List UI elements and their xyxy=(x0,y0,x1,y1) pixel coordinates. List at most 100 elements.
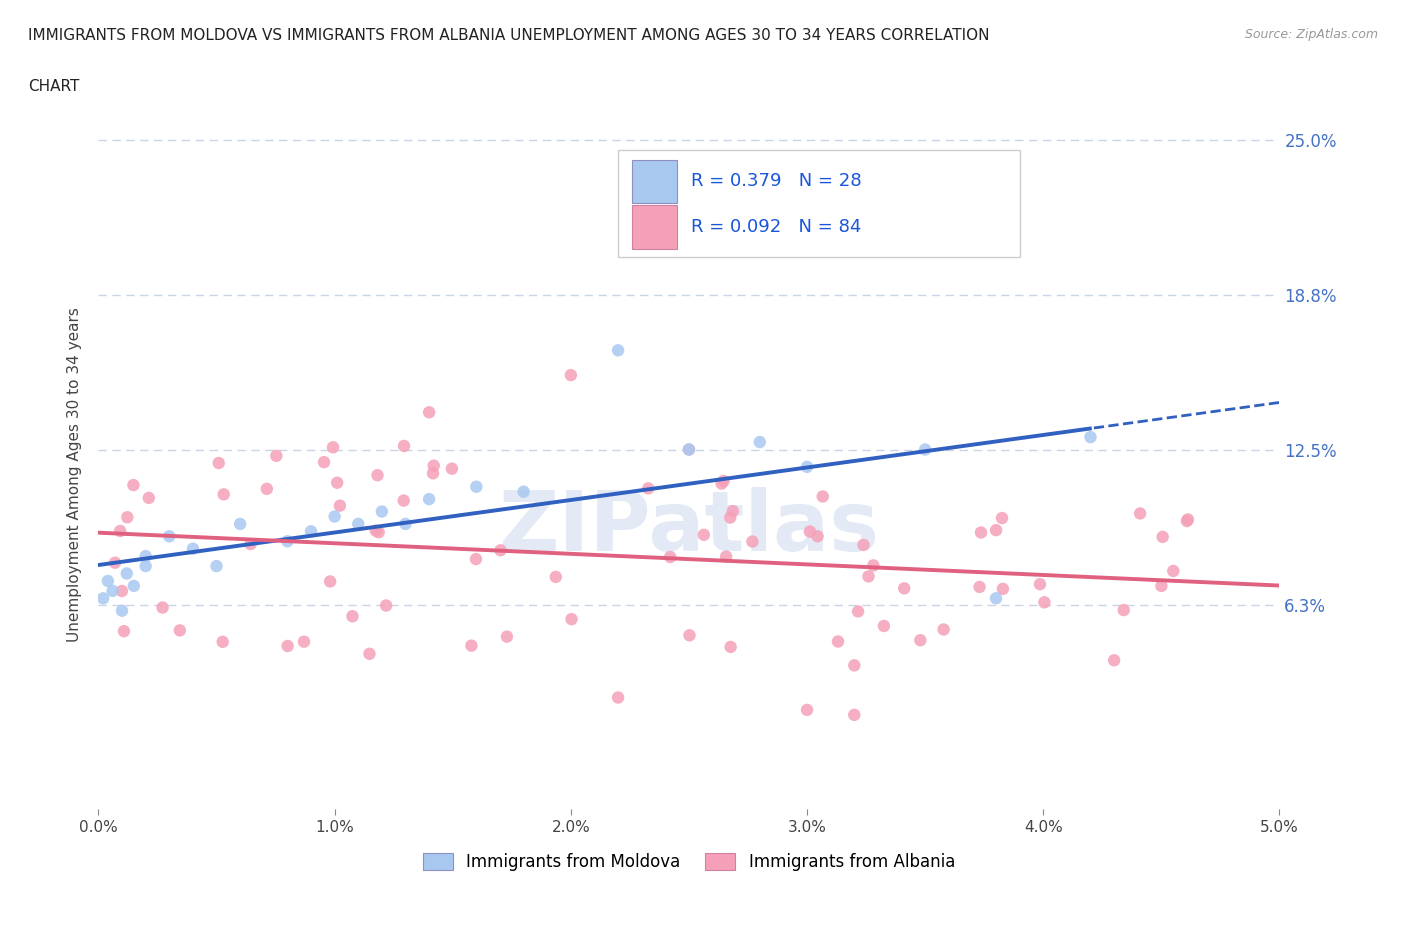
Point xyxy=(678,442,700,457)
Y-axis label: Unemployment Among Ages 30 to 34 years: Unemployment Among Ages 30 to 34 years xyxy=(67,307,83,642)
Point xyxy=(440,461,463,476)
Point xyxy=(970,525,993,540)
Point xyxy=(748,434,770,449)
Text: Source: ZipAtlas.com: Source: ZipAtlas.com xyxy=(1244,28,1378,41)
Point xyxy=(1150,578,1173,593)
Point xyxy=(342,609,364,624)
Point xyxy=(932,622,955,637)
Point xyxy=(846,604,869,618)
Point xyxy=(721,504,744,519)
Point xyxy=(122,478,145,493)
Point xyxy=(811,489,834,504)
Point xyxy=(714,549,737,564)
Point xyxy=(277,639,299,654)
Point xyxy=(208,456,231,471)
Point xyxy=(827,634,849,649)
Point xyxy=(122,578,145,593)
Point xyxy=(873,618,896,633)
Point xyxy=(135,549,157,564)
Point xyxy=(115,566,138,581)
Text: R = 0.092   N = 84: R = 0.092 N = 84 xyxy=(692,218,862,236)
Point xyxy=(969,579,991,594)
Point xyxy=(544,569,567,584)
Point xyxy=(1112,603,1135,618)
Point xyxy=(169,623,191,638)
Point xyxy=(394,516,416,531)
Point xyxy=(418,405,440,419)
Point xyxy=(862,558,884,573)
Point xyxy=(364,524,387,538)
Point xyxy=(319,574,342,589)
Point xyxy=(329,498,352,513)
Point xyxy=(607,343,630,358)
Point xyxy=(991,581,1014,596)
Point xyxy=(489,543,512,558)
Point xyxy=(108,524,131,538)
Point xyxy=(422,466,444,481)
Point xyxy=(347,516,370,531)
Point xyxy=(1161,564,1184,578)
Point xyxy=(796,702,818,717)
Point xyxy=(991,511,1014,525)
Text: R = 0.379   N = 28: R = 0.379 N = 28 xyxy=(692,172,862,191)
Point xyxy=(111,583,134,598)
FancyBboxPatch shape xyxy=(619,150,1019,257)
Point xyxy=(211,634,233,649)
Bar xyxy=(633,206,678,248)
Point xyxy=(858,569,880,584)
Point xyxy=(212,487,235,502)
Point xyxy=(984,523,1007,538)
Point xyxy=(418,492,440,507)
Point xyxy=(512,485,534,499)
Point xyxy=(366,468,388,483)
Point xyxy=(299,524,322,538)
Point xyxy=(465,551,488,566)
Point xyxy=(138,490,160,505)
Point xyxy=(678,442,700,457)
Text: CHART: CHART xyxy=(28,79,80,94)
Point xyxy=(392,439,415,454)
Point xyxy=(371,504,394,519)
Point xyxy=(741,534,763,549)
Text: ZIPatlas: ZIPatlas xyxy=(499,487,879,568)
Text: IMMIGRANTS FROM MOLDOVA VS IMMIGRANTS FROM ALBANIA UNEMPLOYMENT AMONG AGES 30 TO: IMMIGRANTS FROM MOLDOVA VS IMMIGRANTS FR… xyxy=(28,28,990,43)
Point xyxy=(101,583,124,598)
Point xyxy=(844,708,866,723)
Point xyxy=(678,628,700,643)
Legend: Immigrants from Moldova, Immigrants from Albania: Immigrants from Moldova, Immigrants from… xyxy=(416,846,962,878)
Point xyxy=(852,538,875,552)
Point xyxy=(111,604,134,618)
Point xyxy=(97,574,120,589)
Point xyxy=(91,591,114,605)
Point xyxy=(276,534,298,549)
Point xyxy=(718,511,741,525)
Point xyxy=(799,525,821,539)
Point xyxy=(1029,577,1052,591)
Point xyxy=(135,559,157,574)
Point xyxy=(323,509,346,524)
Point xyxy=(1102,653,1125,668)
Point xyxy=(359,646,381,661)
Point xyxy=(806,529,828,544)
Point xyxy=(1129,506,1152,521)
Point xyxy=(560,612,582,627)
Point xyxy=(465,479,488,494)
Point xyxy=(256,482,278,497)
Point xyxy=(693,527,716,542)
Point xyxy=(112,624,135,639)
Point xyxy=(326,475,349,490)
Point xyxy=(322,440,344,455)
Point xyxy=(117,510,139,525)
Point xyxy=(1175,513,1198,528)
Point xyxy=(637,481,659,496)
Point xyxy=(844,658,866,672)
Point xyxy=(205,559,228,574)
Point xyxy=(914,442,936,457)
Point xyxy=(1033,595,1056,610)
Point xyxy=(1152,529,1174,544)
Point xyxy=(312,455,335,470)
Point xyxy=(796,459,818,474)
Point xyxy=(710,476,733,491)
Point xyxy=(375,598,398,613)
Point xyxy=(367,525,389,539)
